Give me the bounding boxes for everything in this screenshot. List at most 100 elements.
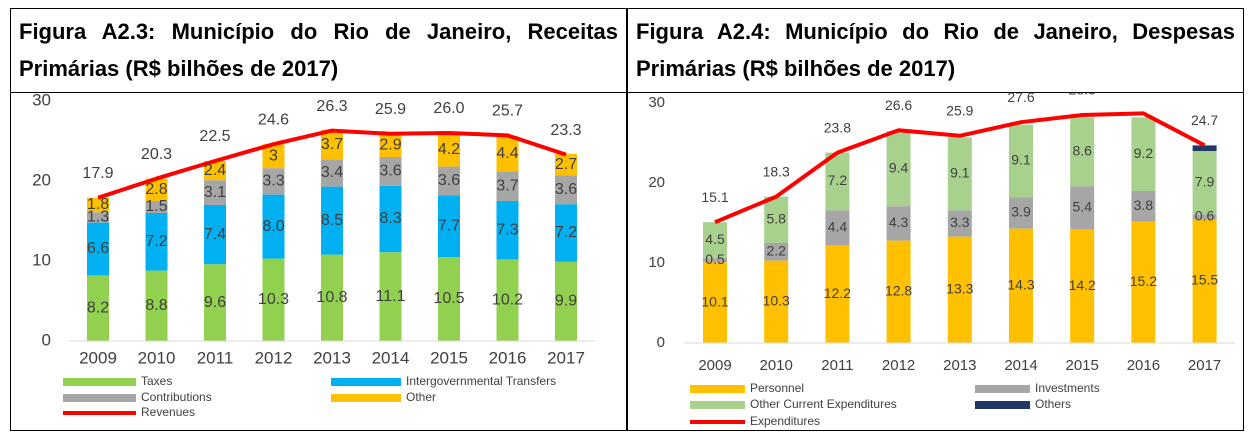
legend-label: Contributions (141, 390, 212, 404)
legend-swatch (331, 394, 401, 402)
bar-segment (87, 212, 109, 223)
data-label: 24.6 (258, 111, 289, 128)
legend-swatch (690, 385, 745, 393)
data-label: 20.3 (141, 146, 172, 163)
data-label: 2.4 (204, 162, 226, 179)
bar-segment (1070, 229, 1095, 343)
data-label: 22.5 (199, 128, 230, 145)
y-tick-label: 30 (32, 93, 51, 109)
bar-segment (321, 159, 343, 187)
data-label: 1.5 (145, 198, 167, 215)
data-label: 7.7 (438, 217, 460, 234)
bar-segment (379, 252, 402, 341)
data-label: 25.9 (375, 101, 406, 118)
bar-segment (496, 136, 519, 172)
x-tick-label: 2011 (821, 357, 853, 374)
legend-label: Other Current Expenditures (750, 397, 897, 411)
data-label: 3.7 (496, 177, 518, 194)
data-label: 2.8 (145, 181, 167, 198)
bar-segment (87, 275, 109, 341)
data-label: 8.0 (262, 218, 284, 235)
legend-swatch (975, 401, 1030, 409)
data-label: 9.1 (1011, 152, 1031, 168)
bar-segment (321, 129, 343, 160)
x-tick-label: 2009 (698, 357, 731, 374)
data-label: 4.3 (889, 214, 909, 230)
bar-segment (379, 185, 402, 253)
bar-segment (1192, 145, 1217, 151)
legend-label: Investments (1035, 381, 1100, 395)
bar-segment (555, 261, 577, 341)
bar-segment (145, 178, 168, 201)
bar-segment (379, 133, 402, 157)
bar-segment (262, 194, 285, 259)
bar-segment (1131, 221, 1156, 343)
bar-segment (555, 204, 577, 262)
data-label: 0.5 (705, 251, 725, 267)
data-label: 3.1 (204, 184, 226, 201)
bar-segment (703, 262, 727, 343)
data-label: 17.9 (82, 165, 113, 182)
bar-segment (1192, 219, 1217, 343)
y-tick-label: 20 (32, 170, 51, 189)
data-label: 26.6 (885, 97, 912, 113)
data-label: 3.8 (1134, 197, 1154, 213)
x-tick-label: 2015 (1066, 357, 1099, 374)
data-label: 10.2 (492, 291, 523, 308)
data-label: 3.4 (321, 164, 343, 181)
data-label: 12.8 (885, 283, 912, 299)
data-label: 3.3 (950, 214, 970, 230)
data-label: 10.5 (433, 290, 464, 307)
data-label: 5.8 (766, 211, 786, 227)
data-label: 23.3 (550, 122, 581, 139)
line (714, 111, 1206, 225)
bar-segment (438, 257, 460, 341)
data-label: 3.9 (1011, 204, 1031, 220)
chart: 0 10 20 30 2009 2010 2011 2012 2013 2014 2015 2016 2… (32, 93, 596, 419)
x-tick-label: 2017 (1188, 357, 1221, 374)
x-tick-label: 2016 (1127, 357, 1160, 374)
data-label: 23.8 (824, 119, 851, 135)
legend-swatch (331, 378, 401, 386)
bar-segment (321, 254, 343, 341)
y-tick-label: 0 (42, 330, 51, 349)
bar-segment (825, 210, 850, 246)
x-tick-label: 2009 (79, 348, 117, 367)
x-tick-label: 2012 (255, 348, 293, 367)
bar-segment (438, 166, 460, 196)
bar-segment (764, 260, 789, 343)
data-label: 10.8 (316, 289, 347, 306)
legend-swatch (63, 394, 136, 402)
legend-label: Expenditures (750, 414, 820, 428)
data-label: 13.3 (946, 281, 973, 297)
data-label: 26.3 (316, 98, 347, 115)
data-label: 3 (269, 147, 278, 164)
x-tick-label: 2012 (882, 357, 915, 374)
data-label: 26.0 (433, 100, 464, 117)
data-label: 9.9 (555, 293, 577, 310)
bar-segment (1131, 117, 1156, 191)
y-tick-label: 30 (648, 94, 665, 111)
data-label: 9.2 (1134, 145, 1154, 161)
y-tick-label: 10 (648, 254, 665, 271)
panel: Figura A2.3: Município do Rio de Janeiro… (10, 8, 627, 431)
data-label: 28.5 (1069, 93, 1096, 98)
bar-segment (262, 144, 285, 169)
bar-segment (764, 196, 789, 243)
bar-segment (204, 161, 226, 181)
data-label: 25.7 (492, 103, 523, 120)
x-tick-label: 2017 (547, 348, 585, 367)
x-tick-label: 2014 (372, 348, 410, 367)
bar-segment (1009, 124, 1033, 198)
x-tick-label: 2013 (313, 348, 351, 367)
bar-segment (496, 201, 519, 260)
legend-swatch (63, 378, 136, 386)
chart-title: Figura A2.3: Município do Rio de Janeiro… (11, 9, 626, 93)
bar-segment (1192, 151, 1217, 215)
data-label: 4.5 (705, 231, 725, 247)
data-label: 8.2 (87, 299, 109, 316)
bar-segment (145, 201, 168, 213)
data-label: 11.1 (376, 288, 406, 305)
bar-segment (764, 243, 789, 261)
data-label: 3.3 (262, 173, 284, 190)
